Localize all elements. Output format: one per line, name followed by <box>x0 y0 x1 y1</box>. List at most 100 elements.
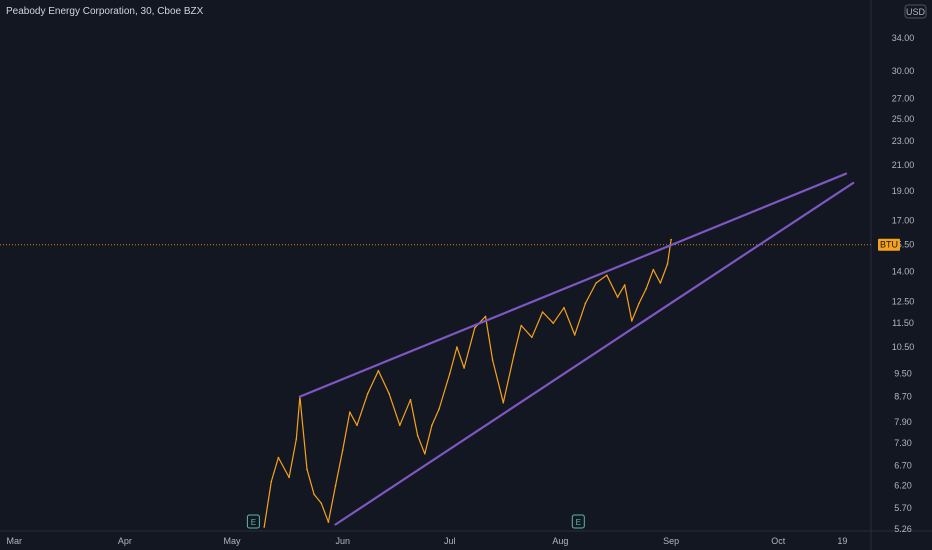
y-tick-label: 6.20 <box>894 481 912 491</box>
price-label-text: BTU <box>880 240 898 250</box>
price-point <box>320 502 323 505</box>
x-tick-label: Aug <box>552 536 568 546</box>
lower-trendline <box>334 181 855 526</box>
price-point <box>595 282 597 284</box>
price-point <box>349 411 351 414</box>
current-price-label: BTU <box>878 238 900 251</box>
y-tick-label: 30.00 <box>892 66 915 76</box>
price-point <box>652 268 655 271</box>
price-axis[interactable]: 34.00 30.00 27.00 25.00 23.00 21.00 19.00 17.00… <box>892 33 915 534</box>
price-point <box>277 456 280 459</box>
x-tick-label: Jul <box>444 536 456 546</box>
x-tick-label: 19 <box>837 536 847 546</box>
y-tick-label: 11.50 <box>892 318 914 328</box>
price-point <box>631 320 633 322</box>
price-point <box>513 354 515 356</box>
y-tick-label: 17.00 <box>892 215 915 225</box>
y-tick-label: 19.00 <box>892 186 915 196</box>
price-point <box>541 311 544 313</box>
price-point <box>584 302 587 305</box>
x-tick-label: Sep <box>663 536 679 546</box>
y-tick-label: 7.30 <box>894 438 912 448</box>
upper-trendline <box>298 172 848 398</box>
chart-title: Peabody Energy Corporation, 30, Cboe BZX <box>6 6 204 17</box>
price-point <box>449 372 451 375</box>
x-tick-label: Oct <box>771 536 786 546</box>
y-tick-label: 21.00 <box>892 160 915 170</box>
x-tick-label: May <box>223 536 241 546</box>
price-point <box>327 521 330 523</box>
price-point <box>616 296 619 298</box>
y-tick-label: 27.00 <box>892 94 915 104</box>
price-point <box>399 424 401 427</box>
price-label-background <box>878 238 900 251</box>
y-tick-label: 14.00 <box>892 266 915 276</box>
price-point <box>388 392 390 395</box>
currency-badge[interactable]: USD <box>904 4 927 19</box>
trendlines[interactable] <box>298 172 855 526</box>
price-point <box>377 369 380 372</box>
price-point <box>431 424 433 427</box>
x-tick-label: Jun <box>335 536 350 546</box>
price-point <box>563 306 565 309</box>
price-point <box>645 288 647 290</box>
y-tick-label: 25.00 <box>892 114 915 124</box>
price-point <box>334 484 337 487</box>
price-point <box>306 468 308 471</box>
earnings-badge-label: E <box>576 518 581 527</box>
price-point <box>456 346 458 348</box>
y-tick-label: 5.70 <box>894 503 912 513</box>
currency-label: USD <box>906 7 926 17</box>
price-point <box>666 263 669 265</box>
price-point <box>438 408 440 410</box>
x-tick-label: Apr <box>118 536 132 546</box>
earnings-badge-frame <box>246 514 260 529</box>
y-tick-label: 12.50 <box>892 296 915 306</box>
price-point <box>623 284 626 286</box>
time-axis[interactable]: Mar Apr May Jun Jul Aug Sep Oct 19 <box>7 536 848 546</box>
price-point <box>341 449 344 451</box>
price-point <box>474 327 476 329</box>
price-point <box>520 324 522 327</box>
y-tick-label: 5.26 <box>894 524 912 534</box>
y-tick-label: 10.50 <box>892 342 915 352</box>
earnings-marker[interactable]: E <box>246 514 260 529</box>
y-tick-label: 7.90 <box>894 417 912 427</box>
earnings-badge-label: E <box>251 518 256 527</box>
y-tick-label: 8.70 <box>894 392 912 402</box>
price-point <box>531 336 533 339</box>
price-point <box>295 438 298 441</box>
price-series <box>263 238 672 528</box>
price-point <box>552 322 555 325</box>
price-point <box>606 274 608 277</box>
price-point <box>288 476 290 479</box>
price-point <box>313 493 315 496</box>
x-tick-label: Mar <box>7 536 23 546</box>
earnings-marker[interactable]: E <box>571 514 585 529</box>
price-point <box>409 398 412 401</box>
currency-badge-frame <box>904 4 927 19</box>
y-tick-label: 6.70 <box>894 460 912 470</box>
y-tick-label: 9.50 <box>894 369 912 379</box>
price-point <box>670 238 672 241</box>
price-point <box>659 282 662 284</box>
earnings-badge-frame <box>571 514 585 529</box>
price-point <box>638 302 640 305</box>
price-point <box>484 315 487 318</box>
price-point <box>424 453 426 455</box>
price-point <box>502 401 505 404</box>
price-point <box>463 367 465 369</box>
y-tick-label: 23.00 <box>892 136 915 146</box>
price-point <box>366 392 369 395</box>
price-point <box>491 359 494 361</box>
price-point <box>356 424 358 427</box>
price-point <box>416 434 419 437</box>
y-tick-label: 34.00 <box>892 33 915 43</box>
price-point <box>270 480 273 483</box>
price-point <box>573 334 576 336</box>
y-tick-label: 15.50 <box>892 240 915 250</box>
